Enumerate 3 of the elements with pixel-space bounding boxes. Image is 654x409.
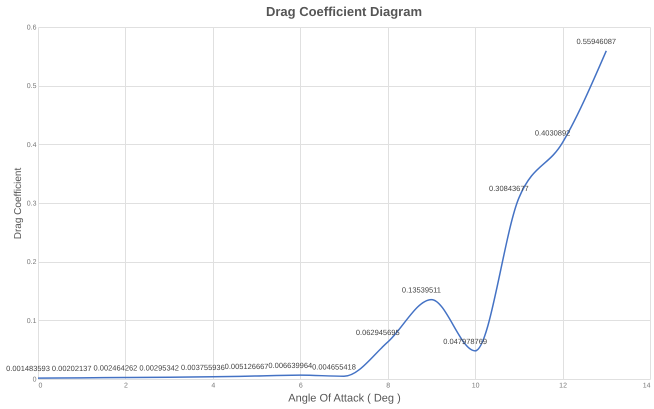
y-axis-title: Drag Coefficient: [12, 168, 24, 240]
x-axis-title: Angle Of Attack ( Deg ): [288, 392, 401, 404]
chart-title: Drag Coefficient Diagram: [266, 4, 422, 19]
